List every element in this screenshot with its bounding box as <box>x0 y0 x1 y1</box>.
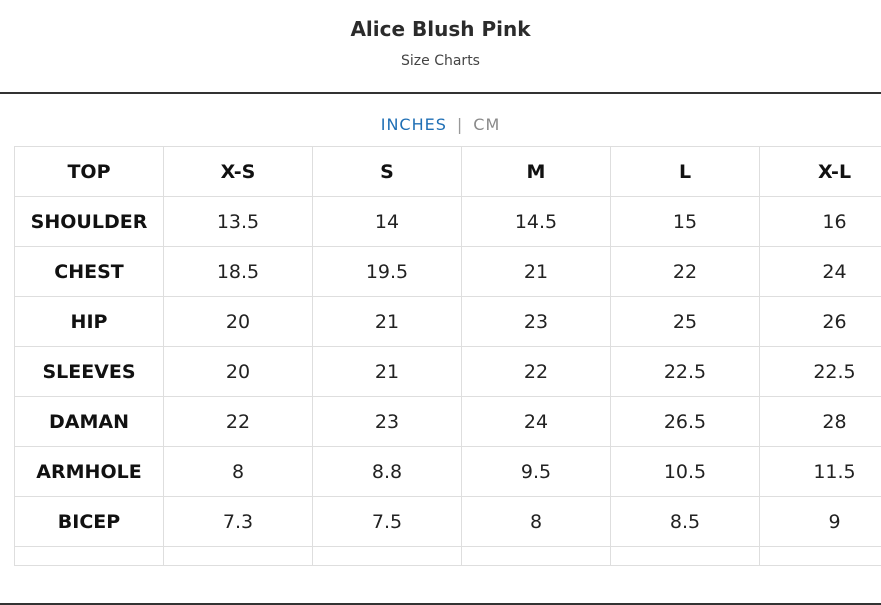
table-row: ARMHOLE 8 8.8 9.5 10.5 11.5 <box>14 446 881 497</box>
table-cell: 26 <box>759 296 881 347</box>
table-cell: 8 <box>163 446 313 497</box>
table-cell: 8.5 <box>610 496 760 547</box>
header-divider <box>0 92 881 94</box>
table-row: SLEEVES 20 21 22 22.5 22.5 <box>14 346 881 397</box>
table-row: SHOULDER 13.5 14 14.5 15 16 <box>14 196 881 247</box>
page-title: Alice Blush Pink <box>350 17 531 41</box>
unit-inches-tab[interactable]: INCHES <box>380 115 447 134</box>
table-row: BICEP 7.3 7.5 8 8.5 9 <box>14 496 881 547</box>
table-row: CHEST 18.5 19.5 21 22 24 <box>14 246 881 297</box>
table-cell: 22 <box>610 246 760 297</box>
table-cell: 8.8 <box>312 446 462 497</box>
table-cell: 14 <box>312 196 462 247</box>
row-label: SLEEVES <box>14 346 164 397</box>
header-cell: M <box>461 146 611 197</box>
table-cell: 24 <box>759 246 881 297</box>
unit-toggle: INCHES | CM <box>0 115 881 134</box>
table-cell: 9 <box>759 496 881 547</box>
page-subtitle: Size Charts <box>401 53 480 69</box>
header-cell: L <box>610 146 760 197</box>
table-row-empty <box>14 546 881 566</box>
table-cell-empty <box>163 546 313 566</box>
table-row: HIP 20 21 23 25 26 <box>14 296 881 347</box>
table-cell-empty <box>610 546 760 566</box>
table-cell: 10.5 <box>610 446 760 497</box>
table-cell: 26.5 <box>610 396 760 447</box>
table-cell: 22.5 <box>759 346 881 397</box>
table-cell: 21 <box>461 246 611 297</box>
table-cell: 20 <box>163 296 313 347</box>
table-cell-empty <box>14 546 164 566</box>
unit-separator: | <box>456 115 464 134</box>
table-cell: 24 <box>461 396 611 447</box>
table-cell: 18.5 <box>163 246 313 297</box>
row-label: ARMHOLE <box>14 446 164 497</box>
table-cell: 15 <box>610 196 760 247</box>
table-cell: 19.5 <box>312 246 462 297</box>
table-cell: 13.5 <box>163 196 313 247</box>
table-cell: 28 <box>759 396 881 447</box>
table-cell: 7.3 <box>163 496 313 547</box>
size-chart-table: TOP X-S S M L X-L SHOULDER 13.5 14 14.5 … <box>14 146 881 566</box>
row-label: DAMAN <box>14 396 164 447</box>
table-cell: 11.5 <box>759 446 881 497</box>
table-row: DAMAN 22 23 24 26.5 28 <box>14 396 881 447</box>
table-cell: 7.5 <box>312 496 462 547</box>
table-cell: 21 <box>312 296 462 347</box>
table-cell: 23 <box>461 296 611 347</box>
page-header: Alice Blush Pink Size Charts <box>0 0 881 92</box>
row-label: SHOULDER <box>14 196 164 247</box>
table-cell: 20 <box>163 346 313 397</box>
table-cell: 9.5 <box>461 446 611 497</box>
size-chart-table-container: TOP X-S S M L X-L SHOULDER 13.5 14 14.5 … <box>14 146 881 566</box>
header-cell: X-S <box>163 146 313 197</box>
row-label: CHEST <box>14 246 164 297</box>
row-label: BICEP <box>14 496 164 547</box>
header-cell: TOP <box>14 146 164 197</box>
table-cell-empty <box>461 546 611 566</box>
row-label: HIP <box>14 296 164 347</box>
footer-divider <box>0 603 881 605</box>
table-cell: 22 <box>461 346 611 397</box>
table-cell: 16 <box>759 196 881 247</box>
header-cell: X-L <box>759 146 881 197</box>
unit-cm-tab[interactable]: CM <box>473 115 501 134</box>
table-cell: 25 <box>610 296 760 347</box>
table-cell-empty <box>312 546 462 566</box>
table-cell: 8 <box>461 496 611 547</box>
table-cell: 14.5 <box>461 196 611 247</box>
table-cell: 22 <box>163 396 313 447</box>
table-cell: 23 <box>312 396 462 447</box>
table-cell: 22.5 <box>610 346 760 397</box>
table-cell-empty <box>759 546 881 566</box>
table-cell: 21 <box>312 346 462 397</box>
table-header-row: TOP X-S S M L X-L <box>14 146 881 197</box>
header-cell: S <box>312 146 462 197</box>
